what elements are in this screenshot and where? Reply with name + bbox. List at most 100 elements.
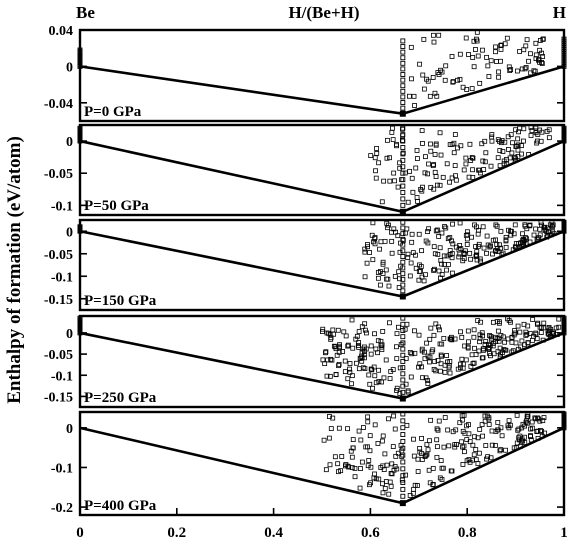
candidate-marker [460,417,465,423]
candidate-marker [497,148,503,153]
candidate-marker [481,245,487,251]
candidate-marker [520,231,525,237]
candidate-marker [537,226,543,232]
candidate-marker [339,454,345,459]
candidate-marker [419,274,425,280]
candidate-marker [450,221,456,227]
candidate-marker [414,148,420,153]
candidate-marker [359,358,365,364]
candidate-marker [349,373,355,379]
candidate-marker [433,228,439,234]
panels: 0.04 0 -0.04 P=0 GPa 0 -0.05 -0.1 P=50 GPa 0 -0.0… [44,24,568,541]
candidate-marker [423,154,428,160]
candidate-marker [372,236,378,242]
column-marker [400,371,406,377]
candidate-marker [509,150,515,156]
candidate-marker [465,232,471,238]
candidate-marker [377,246,382,252]
candidate-marker [490,237,496,243]
candidate-marker [480,47,485,53]
candidate-marker [498,228,504,234]
candidate-marker [497,242,502,248]
candidate-marker [458,329,463,335]
candidate-marker [515,323,521,329]
column-marker [400,100,406,105]
candidate-marker [425,78,431,84]
candidate-marker [512,155,518,160]
panel-frame [78,123,566,217]
candidate-marker [476,227,482,233]
candidate-marker [431,267,436,273]
column-marker [400,288,406,294]
candidate-marker [381,375,387,381]
candidate-marker [453,173,458,179]
candidate-marker [548,326,554,332]
candidate-marker [454,442,459,447]
candidate-marker [386,416,391,422]
candidate-marker [362,366,368,371]
candidate-marker [381,178,387,184]
candidate-marker [431,39,437,45]
candidate-marker [354,360,359,366]
candidate-marker [489,428,495,434]
candidate-marker [473,47,478,52]
candidate-marker [327,462,333,468]
panel-frame [78,28,566,123]
candidate-marker [450,241,456,247]
candidate-marker [432,90,438,96]
candidate-marker [433,368,439,374]
candidate-marker [449,142,455,148]
candidate-marker [449,251,455,256]
y-tick-label: -0.1 [51,369,73,384]
candidate-marker [453,244,459,250]
candidate-marker [502,339,508,345]
candidate-marker [446,365,452,371]
candidate-marker [457,251,463,257]
candidate-marker [452,336,458,342]
candidate-marker [335,327,341,333]
candidate-marker [508,319,513,325]
candidate-marker [532,415,538,421]
candidate-marker [462,343,468,349]
candidate-marker [556,324,562,330]
candidate-marker [475,461,481,466]
candidate-marker [379,199,385,205]
candidate-marker [436,324,441,330]
candidate-marker [477,80,483,86]
candidate-marker [368,366,374,372]
candidate-marker [445,427,451,433]
candidate-marker [422,356,428,362]
candidate-marker [356,428,362,434]
candidate-marker [432,152,438,157]
candidate-marker [495,427,501,433]
candidate-marker [390,137,396,143]
candidate-marker [425,171,431,177]
candidate-marker [425,447,431,453]
candidate-marker [395,184,401,190]
candidate-marker [417,361,423,367]
candidate-marker [517,437,522,443]
candidate-marker [508,67,514,72]
column-marker [400,438,406,444]
candidate-marker [469,86,475,91]
candidate-marker [457,76,463,82]
candidate-marker [466,339,471,345]
candidate-marker [324,373,330,379]
candidate-marker [489,138,495,144]
candidate-marker [521,236,526,242]
candidate-marker [441,444,447,450]
candidate-marker [547,222,553,228]
candidate-marker [368,343,374,349]
candidate-marker [372,155,378,161]
candidate-marker [399,454,405,459]
candidate-marker [394,141,399,147]
candidate-marker [481,167,487,172]
candidate-marker [378,239,384,245]
candidate-marker [487,333,492,338]
candidate-marker [523,43,529,49]
candidate-marker [537,59,542,65]
candidate-marker [415,469,421,474]
candidate-marker [345,376,351,382]
candidate-marker [485,242,491,248]
candidate-marker [521,138,526,144]
